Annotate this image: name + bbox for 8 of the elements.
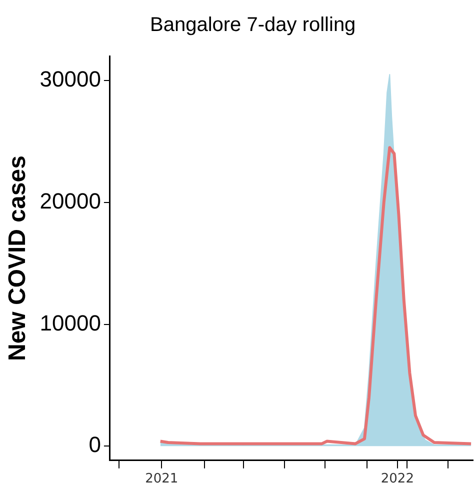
y-tick-label: 30000 [40, 66, 101, 92]
y-tick-label: 0 [88, 432, 101, 458]
y-tick-label: 10000 [40, 310, 101, 336]
x-tick-label: 2021 [145, 472, 178, 487]
x-tick-label: 2022 [380, 472, 414, 487]
y-tick-label: 20000 [40, 188, 101, 214]
y-axis-title: New COVID cases [4, 156, 32, 362]
chart-title: Bangalore 7-day rolling [150, 14, 356, 37]
